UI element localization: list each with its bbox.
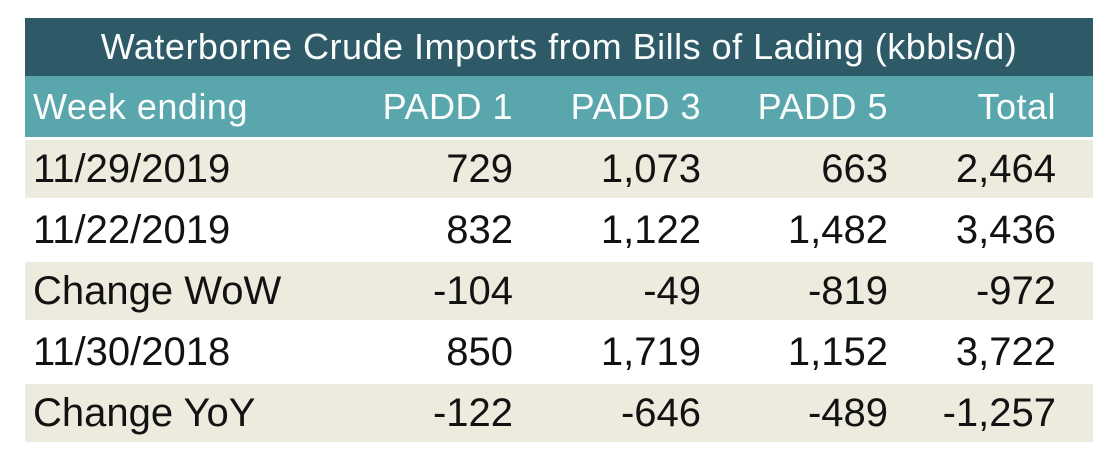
cell-total: 3,722 xyxy=(925,320,1094,383)
row-label: Change WoW xyxy=(25,259,362,322)
cell-padd5: -489 xyxy=(738,381,925,442)
cell-padd3: 1,073 xyxy=(550,137,738,200)
cell-padd3: -646 xyxy=(550,381,738,442)
cell-padd1: -104 xyxy=(362,259,550,322)
table-row-change-yoy: Change YoY -122 -646 -489 -1,257 xyxy=(25,381,1094,442)
cell-padd3: 1,719 xyxy=(550,320,738,383)
cell-padd3: 1,122 xyxy=(550,198,738,261)
cell-padd5: 1,152 xyxy=(738,320,925,383)
column-header-padd5: PADD 5 xyxy=(738,76,925,139)
column-header-padd3: PADD 3 xyxy=(550,76,738,139)
cell-padd5: 1,482 xyxy=(738,198,925,261)
row-label: 11/22/2019 xyxy=(25,198,362,261)
row-label: 11/30/2018 xyxy=(25,320,362,383)
cell-total: -1,257 xyxy=(925,381,1094,442)
column-header-week-ending: Week ending xyxy=(25,76,362,139)
row-label: Change YoY xyxy=(25,381,362,442)
table-title-row: Waterborne Crude Imports from Bills of L… xyxy=(25,18,1094,76)
cell-padd1: 729 xyxy=(362,137,550,200)
table-header-row: Week ending PADD 1 PADD 3 PADD 5 Total xyxy=(25,76,1094,139)
table-row-week-prior: 11/22/2019 832 1,122 1,482 3,436 xyxy=(25,198,1094,261)
imports-table-container: Waterborne Crude Imports from Bills of L… xyxy=(25,18,1094,442)
cell-total: 2,464 xyxy=(925,137,1094,200)
cell-padd5: -819 xyxy=(738,259,925,322)
column-header-padd1: PADD 1 xyxy=(362,76,550,139)
table-row-week-current: 11/29/2019 729 1,073 663 2,464 xyxy=(25,137,1094,200)
cell-padd5: 663 xyxy=(738,137,925,200)
table-row-change-wow: Change WoW -104 -49 -819 -972 xyxy=(25,259,1094,322)
cell-padd3: -49 xyxy=(550,259,738,322)
cell-total: -972 xyxy=(925,259,1094,322)
cell-padd1: -122 xyxy=(362,381,550,442)
row-label: 11/29/2019 xyxy=(25,137,362,200)
column-header-total: Total xyxy=(925,76,1094,139)
cell-padd1: 832 xyxy=(362,198,550,261)
table-row-year-ago: 11/30/2018 850 1,719 1,152 3,722 xyxy=(25,320,1094,383)
table-title: Waterborne Crude Imports from Bills of L… xyxy=(25,18,1094,76)
imports-table: Waterborne Crude Imports from Bills of L… xyxy=(25,18,1094,442)
cell-total: 3,436 xyxy=(925,198,1094,261)
cell-padd1: 850 xyxy=(362,320,550,383)
